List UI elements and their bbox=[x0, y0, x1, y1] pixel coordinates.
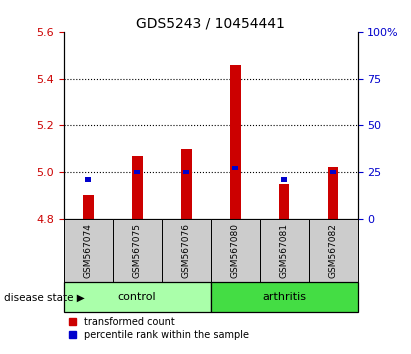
Title: GDS5243 / 10454441: GDS5243 / 10454441 bbox=[136, 17, 285, 31]
Bar bbox=[181, 149, 192, 219]
Text: GSM567081: GSM567081 bbox=[279, 223, 289, 278]
Text: GSM567080: GSM567080 bbox=[231, 223, 240, 278]
Text: disease state ▶: disease state ▶ bbox=[4, 292, 85, 302]
Bar bbox=[281, 177, 287, 182]
Bar bbox=[183, 170, 189, 174]
Text: GSM567076: GSM567076 bbox=[182, 223, 191, 278]
Bar bbox=[113, 219, 162, 282]
Text: GSM567075: GSM567075 bbox=[133, 223, 142, 278]
Bar bbox=[132, 156, 143, 219]
Bar bbox=[211, 282, 358, 312]
Bar bbox=[232, 166, 238, 170]
Bar bbox=[309, 219, 358, 282]
Bar bbox=[162, 219, 211, 282]
Text: arthritis: arthritis bbox=[262, 292, 306, 302]
Text: GSM567082: GSM567082 bbox=[328, 223, 337, 278]
Bar bbox=[85, 177, 91, 182]
Bar bbox=[230, 64, 240, 219]
Bar bbox=[211, 219, 260, 282]
Bar bbox=[64, 282, 210, 312]
Legend: transformed count, percentile rank within the sample: transformed count, percentile rank withi… bbox=[69, 317, 249, 340]
Text: control: control bbox=[118, 292, 157, 302]
Bar bbox=[134, 170, 140, 174]
Text: GSM567074: GSM567074 bbox=[84, 223, 93, 278]
Bar bbox=[83, 195, 94, 219]
Bar bbox=[330, 170, 336, 174]
Bar bbox=[328, 167, 339, 219]
Bar bbox=[64, 219, 113, 282]
Bar bbox=[260, 219, 309, 282]
Bar bbox=[279, 184, 289, 219]
